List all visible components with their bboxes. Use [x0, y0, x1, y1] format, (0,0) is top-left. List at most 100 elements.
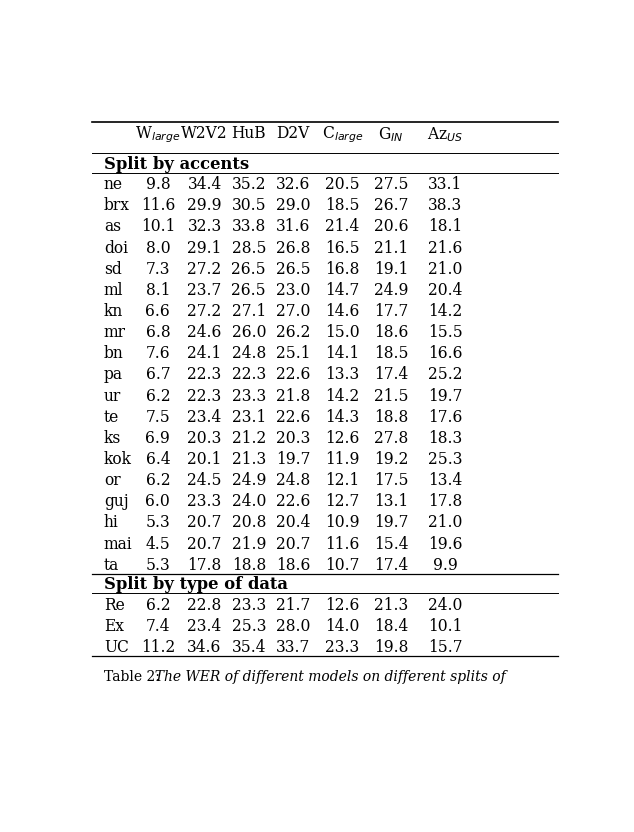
- Text: 29.1: 29.1: [188, 240, 222, 256]
- Text: 15.0: 15.0: [325, 324, 359, 341]
- Text: 23.3: 23.3: [188, 493, 222, 510]
- Text: pa: pa: [104, 366, 123, 384]
- Text: 21.0: 21.0: [428, 260, 462, 278]
- Text: 21.9: 21.9: [231, 536, 266, 552]
- Text: 10.1: 10.1: [141, 218, 175, 235]
- Text: 18.5: 18.5: [374, 345, 408, 362]
- Text: 26.5: 26.5: [276, 260, 310, 278]
- Text: 29.0: 29.0: [276, 197, 310, 215]
- Text: 26.8: 26.8: [276, 240, 310, 256]
- Text: 7.6: 7.6: [146, 345, 170, 362]
- Text: 16.6: 16.6: [428, 345, 463, 362]
- Text: 14.7: 14.7: [325, 282, 359, 299]
- Text: 27.0: 27.0: [276, 303, 310, 320]
- Text: 20.4: 20.4: [276, 514, 310, 532]
- Text: 21.3: 21.3: [374, 597, 408, 614]
- Text: te: te: [104, 409, 119, 426]
- Text: 11.9: 11.9: [325, 451, 359, 468]
- Text: 25.1: 25.1: [276, 345, 310, 362]
- Text: 19.7: 19.7: [428, 388, 462, 404]
- Text: 18.8: 18.8: [374, 409, 408, 426]
- Text: 17.4: 17.4: [374, 557, 408, 573]
- Text: 20.7: 20.7: [276, 536, 310, 552]
- Text: 20.6: 20.6: [374, 218, 408, 235]
- Text: 6.2: 6.2: [146, 388, 170, 404]
- Text: 20.8: 20.8: [231, 514, 266, 532]
- Text: UC: UC: [104, 639, 129, 656]
- Text: G$_{\mathit{IN}}$: G$_{\mathit{IN}}$: [378, 125, 404, 144]
- Text: Table 2:: Table 2:: [104, 670, 160, 684]
- Text: 6.7: 6.7: [146, 366, 170, 384]
- Text: 32.6: 32.6: [276, 176, 310, 193]
- Text: 30.5: 30.5: [231, 197, 266, 215]
- Text: W$_{\mathit{large}}$: W$_{\mathit{large}}$: [135, 125, 181, 146]
- Text: 7.4: 7.4: [146, 618, 170, 635]
- Text: 20.3: 20.3: [188, 430, 222, 447]
- Text: 25.3: 25.3: [428, 451, 463, 468]
- Text: 6.4: 6.4: [146, 451, 170, 468]
- Text: 24.6: 24.6: [188, 324, 222, 341]
- Text: 23.3: 23.3: [325, 639, 359, 656]
- Text: 35.2: 35.2: [231, 176, 266, 193]
- Text: 24.9: 24.9: [231, 472, 266, 489]
- Text: 21.2: 21.2: [231, 430, 266, 447]
- Text: 21.3: 21.3: [231, 451, 266, 468]
- Text: 18.6: 18.6: [374, 324, 408, 341]
- Text: 23.1: 23.1: [231, 409, 266, 426]
- Text: 33.8: 33.8: [231, 218, 266, 235]
- Text: mai: mai: [104, 536, 133, 552]
- Text: 8.0: 8.0: [146, 240, 170, 256]
- Text: ne: ne: [104, 176, 123, 193]
- Text: 11.6: 11.6: [325, 536, 359, 552]
- Text: 21.1: 21.1: [374, 240, 408, 256]
- Text: as: as: [104, 218, 121, 235]
- Text: 33.7: 33.7: [276, 639, 310, 656]
- Text: 16.5: 16.5: [325, 240, 359, 256]
- Text: 24.0: 24.0: [428, 597, 462, 614]
- Text: 27.2: 27.2: [188, 303, 222, 320]
- Text: 17.7: 17.7: [374, 303, 408, 320]
- Text: brx: brx: [104, 197, 130, 215]
- Text: 20.7: 20.7: [188, 536, 222, 552]
- Text: 23.4: 23.4: [188, 409, 222, 426]
- Text: 14.1: 14.1: [325, 345, 359, 362]
- Text: C$_{\mathit{large}}$: C$_{\mathit{large}}$: [321, 125, 363, 146]
- Text: 24.8: 24.8: [231, 345, 266, 362]
- Text: 13.4: 13.4: [428, 472, 462, 489]
- Text: 9.8: 9.8: [146, 176, 170, 193]
- Text: 15.4: 15.4: [374, 536, 408, 552]
- Text: 22.6: 22.6: [276, 409, 310, 426]
- Text: 25.3: 25.3: [231, 618, 266, 635]
- Text: 6.6: 6.6: [145, 303, 171, 320]
- Text: 22.6: 22.6: [276, 493, 310, 510]
- Text: 13.3: 13.3: [325, 366, 359, 384]
- Text: mr: mr: [104, 324, 126, 341]
- Text: 8.1: 8.1: [146, 282, 170, 299]
- Text: 21.8: 21.8: [276, 388, 310, 404]
- Text: 18.8: 18.8: [231, 557, 266, 573]
- Text: 18.3: 18.3: [428, 430, 462, 447]
- Text: 19.8: 19.8: [374, 639, 408, 656]
- Text: 15.5: 15.5: [428, 324, 463, 341]
- Text: 25.2: 25.2: [428, 366, 463, 384]
- Text: 23.3: 23.3: [231, 597, 266, 614]
- Text: D2V: D2V: [276, 125, 309, 141]
- Text: W2V2: W2V2: [181, 125, 228, 141]
- Text: 17.4: 17.4: [374, 366, 408, 384]
- Text: 22.6: 22.6: [276, 366, 310, 384]
- Text: hi: hi: [104, 514, 119, 532]
- Text: 9.9: 9.9: [433, 557, 458, 573]
- Text: 12.1: 12.1: [325, 472, 359, 489]
- Text: 10.1: 10.1: [428, 618, 462, 635]
- Text: 17.5: 17.5: [374, 472, 408, 489]
- Text: 26.7: 26.7: [374, 197, 408, 215]
- Text: guj: guj: [104, 493, 129, 510]
- Text: 12.7: 12.7: [325, 493, 359, 510]
- Text: doi: doi: [104, 240, 128, 256]
- Text: 16.8: 16.8: [325, 260, 359, 278]
- Text: 32.3: 32.3: [188, 218, 222, 235]
- Text: The WER of different models on different splits of: The WER of different models on different…: [146, 670, 505, 684]
- Text: 26.5: 26.5: [231, 260, 266, 278]
- Text: 18.5: 18.5: [325, 197, 359, 215]
- Text: 21.6: 21.6: [428, 240, 462, 256]
